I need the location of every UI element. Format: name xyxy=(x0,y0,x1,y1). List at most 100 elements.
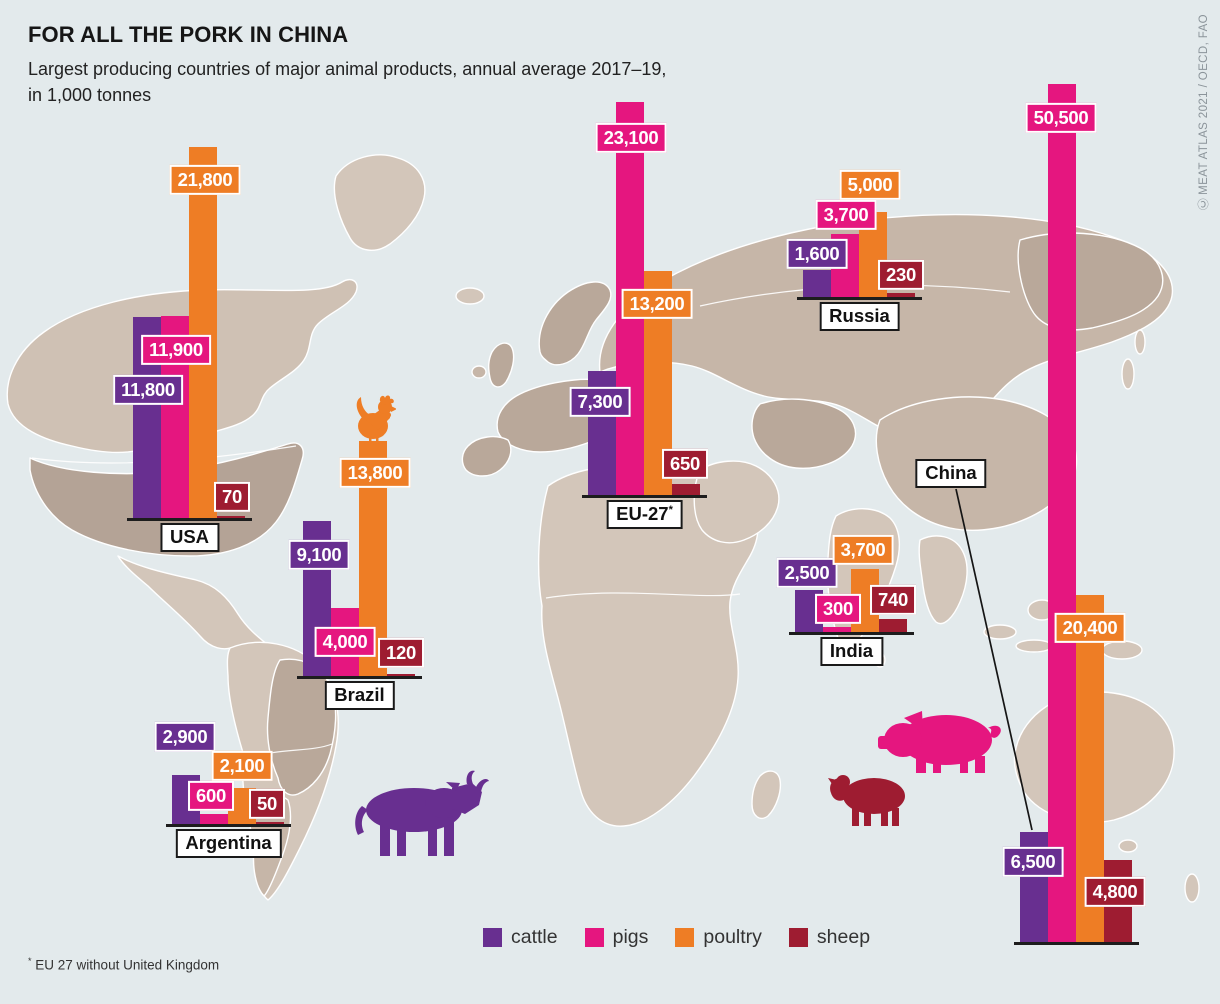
country-label-russia: Russia xyxy=(819,302,900,332)
value-label-argentina-pigs: 600 xyxy=(188,780,234,812)
bar-usa-poultry xyxy=(189,147,217,518)
value-label-china-sheep: 4,800 xyxy=(1084,876,1146,908)
footnote-marker: * xyxy=(28,956,32,966)
country-label-eu-27: EU-27* xyxy=(606,500,683,530)
value-label-eu-27-pigs: 23,100 xyxy=(595,122,667,154)
legend-label-sheep: sheep xyxy=(816,926,871,948)
island-madagascar xyxy=(751,770,782,820)
value-label-india-cattle: 2,500 xyxy=(776,557,838,589)
value-label-brazil-cattle: 9,100 xyxy=(288,539,350,571)
region-scandinavia xyxy=(538,281,612,366)
value-label-eu-27-sheep: 650 xyxy=(662,448,708,480)
value-label-argentina-cattle: 2,900 xyxy=(154,721,216,753)
legend-swatch-sheep xyxy=(788,928,808,947)
credit-vertical: Ⓒ MEAT ATLAS 2021 / OECD, FAO xyxy=(1198,14,1210,211)
island-sumatra xyxy=(983,624,1017,640)
legend-swatch-cattle xyxy=(483,928,502,947)
value-label-china-cattle: 6,500 xyxy=(1002,846,1064,878)
baseline-eu-27 xyxy=(582,495,707,498)
value-label-brazil-pigs: 4,000 xyxy=(314,626,376,658)
legend-item-pigs: pigs xyxy=(584,926,649,949)
continent-greenland xyxy=(333,154,426,251)
island-java xyxy=(1015,639,1053,653)
bar-eu-27-sheep xyxy=(672,483,700,495)
bar-china-pigs xyxy=(1048,83,1076,942)
baseline-china xyxy=(1014,942,1139,945)
value-label-china-poultry: 20,400 xyxy=(1054,612,1126,644)
value-label-argentina-poultry: 2,100 xyxy=(211,750,273,782)
legend-label-cattle: cattle xyxy=(511,926,558,948)
footnote: * EU 27 without United Kingdom xyxy=(28,956,219,973)
bar-india-pigs xyxy=(823,626,851,632)
pig-icon xyxy=(878,711,1001,773)
country-label-usa: USA xyxy=(159,523,220,553)
country-label-india: India xyxy=(819,637,884,667)
bar-brazil-sheep xyxy=(387,673,415,676)
border-africa-sahara xyxy=(545,592,741,599)
region-southeast-asia xyxy=(918,535,968,625)
legend-label-poultry: poultry xyxy=(703,926,762,948)
value-label-usa-cattle: 11,800 xyxy=(113,374,183,406)
continent-central-america xyxy=(117,555,275,656)
legend-label-pigs: pigs xyxy=(612,926,649,948)
island-tasmania xyxy=(1118,839,1138,853)
legend-item-poultry: poultry xyxy=(675,926,762,949)
island-iceland xyxy=(455,287,485,305)
subtitle-line-2: in 1,000 tonnes xyxy=(28,85,152,105)
value-label-usa-pigs: 11,900 xyxy=(141,334,211,366)
baseline-india xyxy=(789,632,914,635)
chicken-icon xyxy=(356,395,396,442)
bar-argentina-sheep xyxy=(256,822,284,824)
value-label-russia-sheep: 230 xyxy=(878,259,924,291)
country-label-brazil: Brazil xyxy=(324,681,395,711)
legend-item-sheep: sheep xyxy=(788,926,871,949)
country-label-china: China xyxy=(915,459,987,489)
value-label-eu-27-poultry: 13,200 xyxy=(621,288,693,320)
cow-icon xyxy=(355,770,489,856)
page-title: FOR ALL THE PORK IN CHINA xyxy=(28,22,349,47)
value-label-india-poultry: 3,700 xyxy=(832,534,894,566)
bar-russia-cattle xyxy=(803,269,831,297)
value-label-brazil-sheep: 120 xyxy=(378,637,424,669)
value-label-usa-poultry: 21,800 xyxy=(169,164,241,196)
country-footnote-marker-eu-27: * xyxy=(668,503,673,516)
footnote-text: EU 27 without United Kingdom xyxy=(35,957,220,973)
baseline-russia xyxy=(797,297,922,300)
baseline-usa xyxy=(127,518,252,521)
island-japan-north xyxy=(1134,329,1146,355)
subtitle-line-1: Largest producing countries of major ani… xyxy=(28,59,667,79)
header: FOR ALL THE PORK IN CHINA Largest produc… xyxy=(28,22,666,108)
island-uk xyxy=(487,342,515,388)
sheep-icon xyxy=(828,775,905,826)
region-iberia xyxy=(461,435,512,477)
bar-usa-sheep xyxy=(217,516,245,518)
region-central-asia xyxy=(751,398,857,469)
value-label-russia-pigs: 3,700 xyxy=(815,199,877,231)
legend: cattle pigs poultry sheep xyxy=(483,926,870,949)
island-ireland xyxy=(471,365,487,379)
value-label-russia-cattle: 1,600 xyxy=(786,238,848,270)
legend-swatch-poultry xyxy=(675,928,695,947)
legend-swatch-pigs xyxy=(584,928,604,947)
bar-russia-sheep xyxy=(887,293,915,297)
legend-item-cattle: cattle xyxy=(483,926,558,949)
value-label-india-sheep: 740 xyxy=(870,584,916,616)
value-label-argentina-sheep: 50 xyxy=(249,788,285,820)
value-label-india-pigs: 300 xyxy=(815,593,861,625)
island-new-zealand xyxy=(1184,873,1200,903)
page-subtitle: Largest producing countries of major ani… xyxy=(28,56,666,108)
baseline-argentina xyxy=(166,824,291,827)
region-middle-east xyxy=(693,460,780,544)
value-label-brazil-poultry: 13,800 xyxy=(339,457,411,489)
value-label-eu-27-cattle: 7,300 xyxy=(569,386,631,418)
baseline-brazil xyxy=(297,676,422,679)
value-label-usa-sheep: 70 xyxy=(214,481,250,513)
value-label-russia-poultry: 5,000 xyxy=(839,169,901,201)
island-japan-south xyxy=(1121,358,1135,390)
island-new-guinea xyxy=(1101,640,1143,660)
bar-india-sheep xyxy=(879,619,907,632)
country-label-argentina: Argentina xyxy=(175,829,282,859)
value-label-china-pigs: 50,500 xyxy=(1025,102,1097,134)
bar-argentina-pigs xyxy=(200,813,228,824)
